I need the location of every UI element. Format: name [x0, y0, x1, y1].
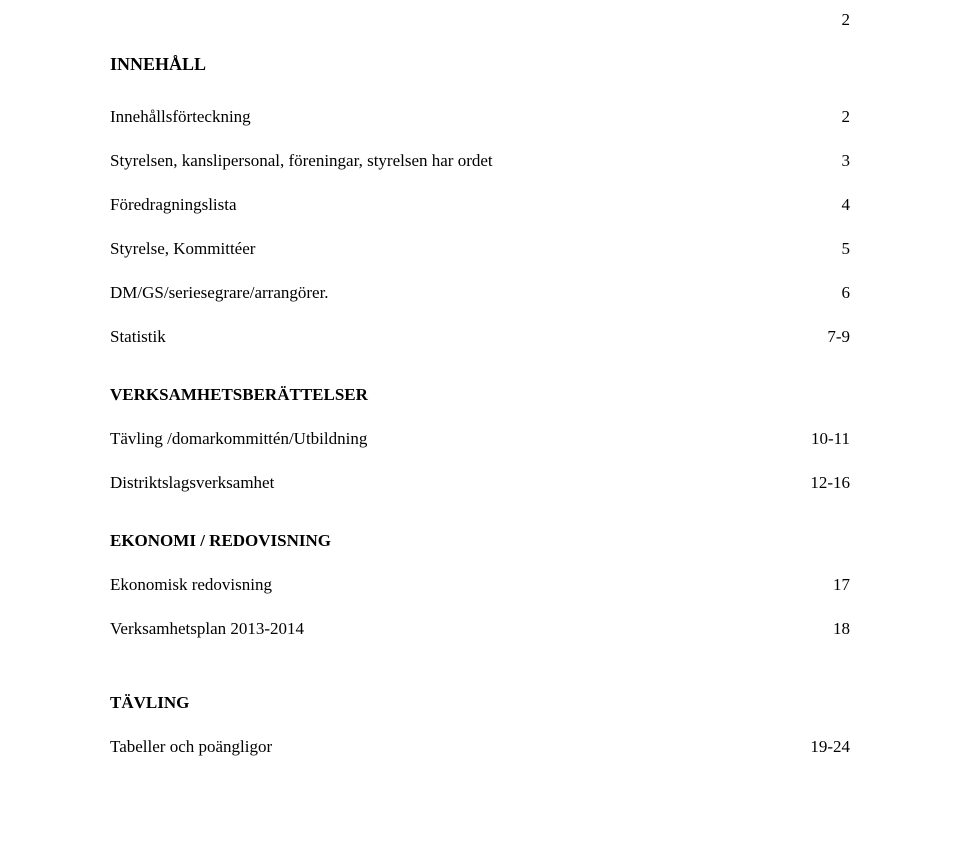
section-heading: VERKSAMHETSBERÄTTELSER [110, 385, 850, 405]
toc-page: 19-24 [790, 737, 850, 757]
toc-label: Innehållsförteckning [110, 107, 790, 127]
toc-row: DM/GS/seriesegrare/arrangörer. 6 [110, 283, 850, 303]
toc-page: 4 [790, 195, 850, 215]
toc-label: Ekonomisk redovisning [110, 575, 790, 595]
toc-label: Styrelse, Kommittéer [110, 239, 790, 259]
toc-page: 17 [790, 575, 850, 595]
toc-row: Styrelse, Kommittéer 5 [110, 239, 850, 259]
toc-page: 7-9 [790, 327, 850, 347]
toc-page: 10-11 [790, 429, 850, 449]
toc-page: 18 [790, 619, 850, 639]
toc-label: DM/GS/seriesegrare/arrangörer. [110, 283, 790, 303]
toc-label: Statistik [110, 327, 790, 347]
toc-page: 6 [790, 283, 850, 303]
toc-row: Innehållsförteckning 2 [110, 107, 850, 127]
section-heading: EKONOMI / REDOVISNING [110, 531, 850, 551]
toc-label: Tävling /domarkommittén/Utbildning [110, 429, 790, 449]
toc-row: Statistik 7-9 [110, 327, 850, 347]
toc-label: Verksamhetsplan 2013-2014 [110, 619, 790, 639]
page-number: 2 [842, 10, 851, 30]
toc-row: Distriktslagsverksamhet 12-16 [110, 473, 850, 493]
toc-page: 3 [790, 151, 850, 171]
page-title: INNEHÅLL [110, 54, 850, 75]
toc-row: Styrelsen, kanslipersonal, föreningar, s… [110, 151, 850, 171]
toc-row: Föredragningslista 4 [110, 195, 850, 215]
toc-row: Ekonomisk redovisning 17 [110, 575, 850, 595]
toc-page: 5 [790, 239, 850, 259]
toc-row: Verksamhetsplan 2013-2014 18 [110, 619, 850, 639]
document-page: 2 INNEHÅLL Innehållsförteckning 2 Styrel… [0, 0, 960, 843]
toc-label: Distriktslagsverksamhet [110, 473, 790, 493]
toc-row: Tävling /domarkommittén/Utbildning 10-11 [110, 429, 850, 449]
toc-row: Tabeller och poängligor 19-24 [110, 737, 850, 757]
toc-label: Styrelsen, kanslipersonal, föreningar, s… [110, 151, 790, 171]
toc-label: Tabeller och poängligor [110, 737, 790, 757]
toc-page: 12-16 [790, 473, 850, 493]
toc-page: 2 [790, 107, 850, 127]
toc-label: Föredragningslista [110, 195, 790, 215]
section-heading: TÄVLING [110, 693, 850, 713]
